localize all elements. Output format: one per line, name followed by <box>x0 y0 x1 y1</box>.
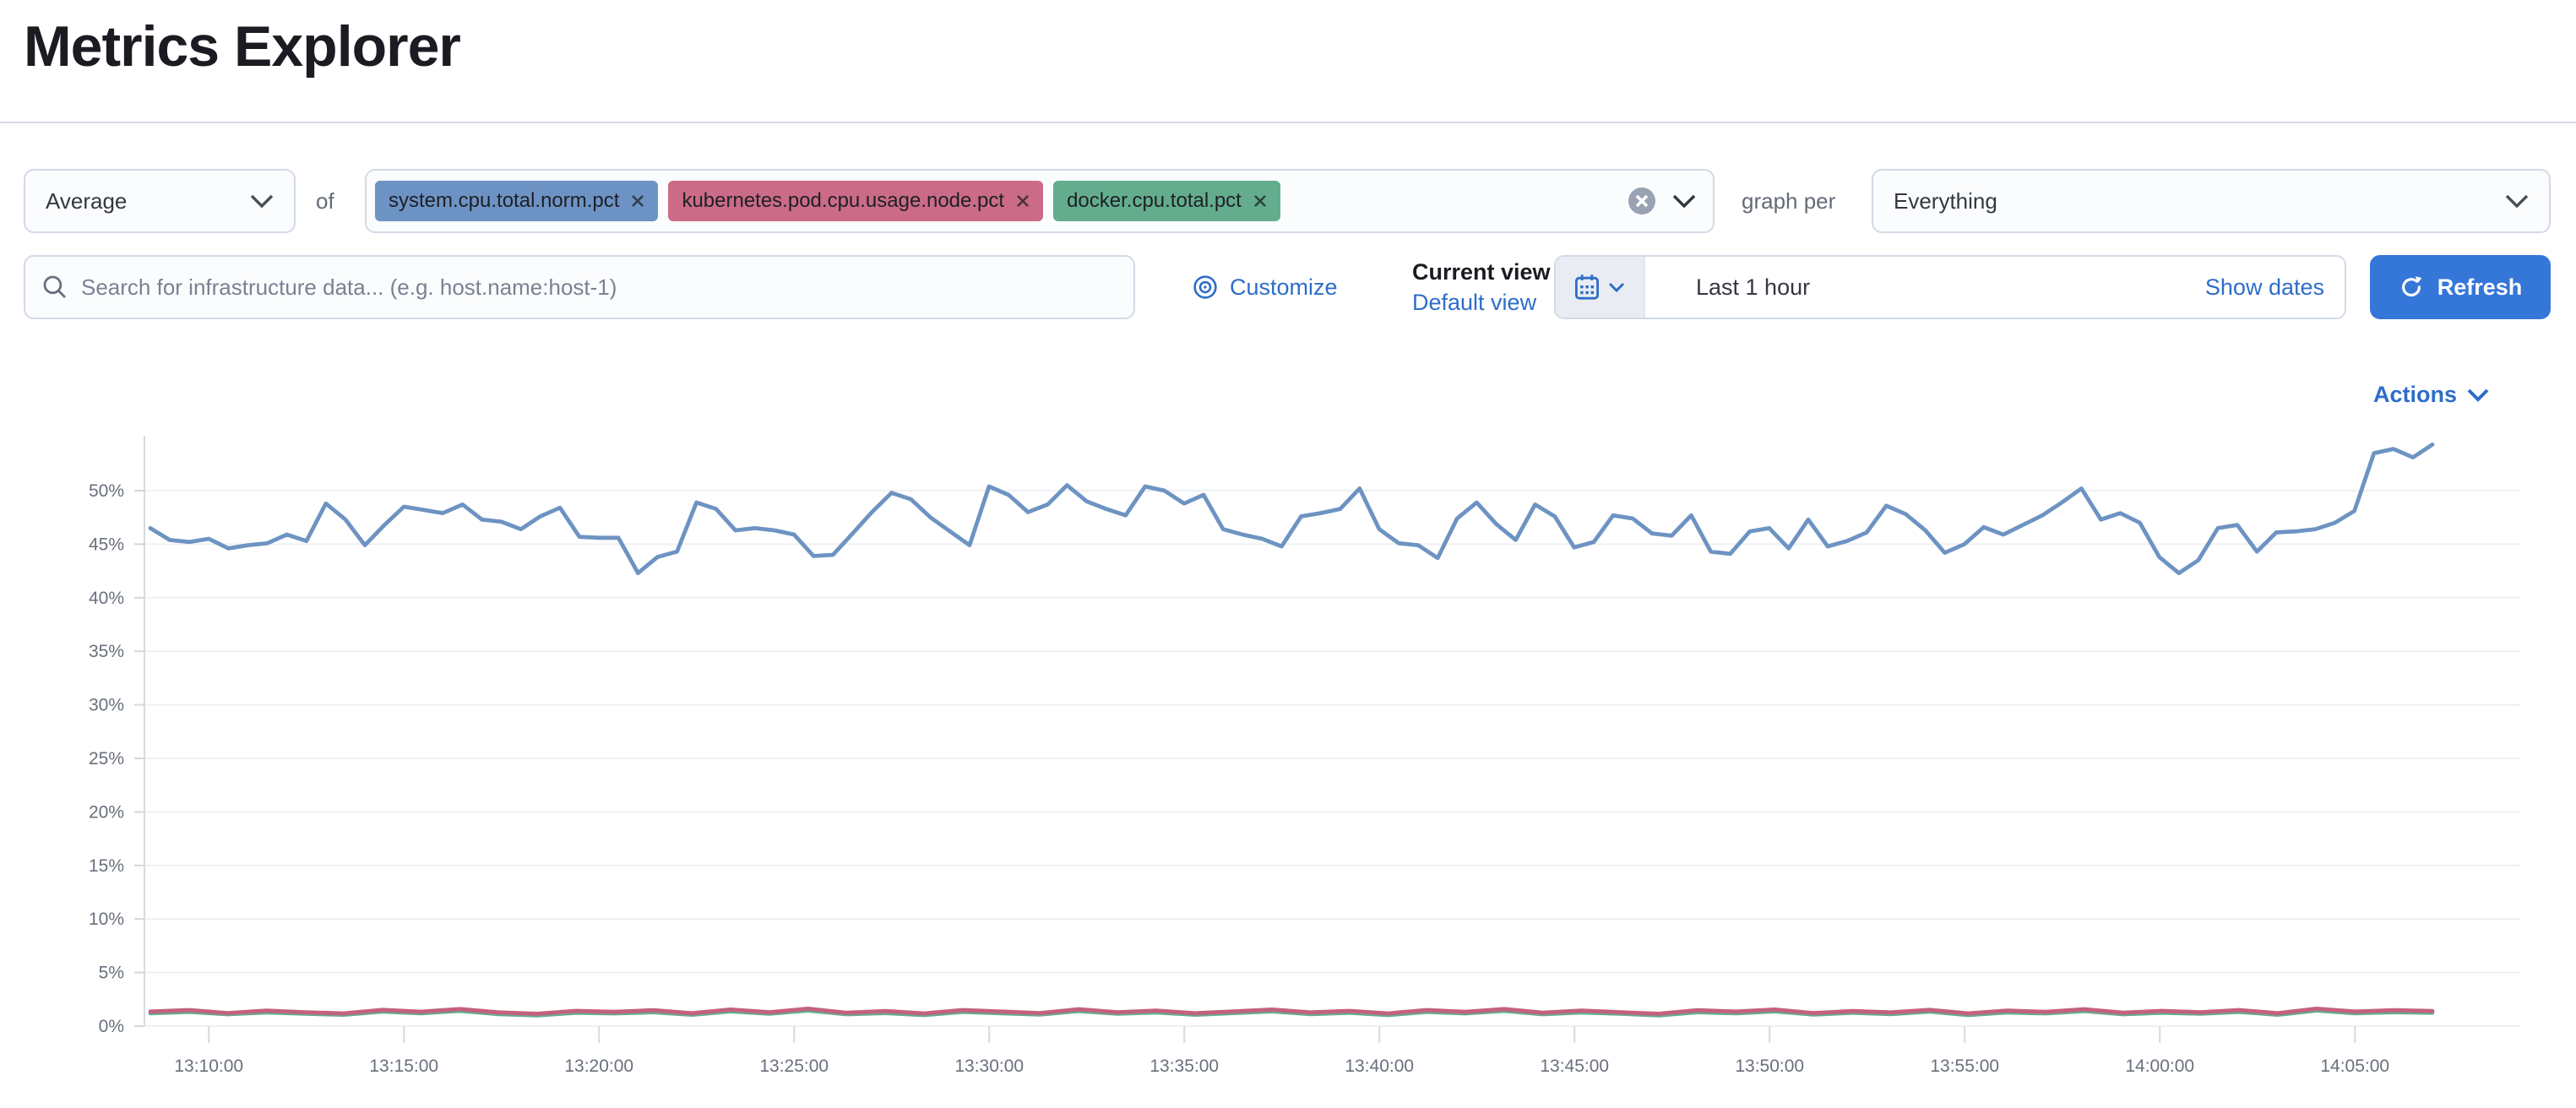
chevron-down-icon <box>2467 388 2489 402</box>
header-divider <box>0 122 2576 123</box>
search-input[interactable] <box>81 274 1117 301</box>
y-axis-tick-label: 20% <box>89 802 124 822</box>
customize-button[interactable]: Customize <box>1193 255 1338 319</box>
group-by-value: Everything <box>1894 187 1997 214</box>
time-range-value[interactable]: Last 1 hour <box>1696 274 1811 300</box>
graph-per-label: graph per <box>1742 188 1836 214</box>
y-axis-tick-label: 30% <box>89 696 124 715</box>
remove-metric-icon[interactable] <box>631 194 644 208</box>
aggregation-select[interactable]: Average <box>24 169 296 233</box>
x-axis-tick-label: 13:20:00 <box>564 1056 633 1076</box>
default-view-link[interactable]: Default view <box>1412 290 1537 315</box>
chevron-down-icon <box>2505 194 2529 208</box>
x-axis-tick-label: 13:35:00 <box>1149 1056 1219 1076</box>
show-dates-button[interactable]: Show dates <box>2204 274 2324 300</box>
remove-metric-icon[interactable] <box>1253 194 1267 208</box>
metric-tag-label: kubernetes.pod.cpu.usage.node.pct <box>682 189 1005 212</box>
x-axis-tick-label: 13:40:00 <box>1345 1056 1414 1076</box>
chevron-down-icon <box>1608 282 1625 292</box>
y-axis-tick-label: 35% <box>89 642 124 661</box>
refresh-button[interactable]: Refresh <box>2370 255 2551 319</box>
x-axis-tick-label: 13:45:00 <box>1540 1056 1609 1076</box>
date-picker: Last 1 hour Show dates <box>1554 255 2346 319</box>
x-axis-tick-label: 13:30:00 <box>954 1056 1024 1076</box>
view-switcher: Current view Default view <box>1412 257 1598 318</box>
y-axis-tick-label: 10% <box>89 910 124 929</box>
refresh-icon <box>2401 276 2422 297</box>
refresh-label: Refresh <box>2437 274 2523 300</box>
y-axis-tick-label: 25% <box>89 749 124 769</box>
clear-all-metrics-button[interactable] <box>1628 187 1655 215</box>
metrics-timeseries-chart[interactable]: 0% 5% 10% 15% 20% 25% 30% 35% 40% 45% 50% 13:10:00 1… <box>0 419 2576 1103</box>
metrics-combo-box[interactable]: system.cpu.total.norm.pct kubernetes.pod… <box>365 169 1715 233</box>
x-axis-tick-label: 13:50:00 <box>1735 1056 1804 1076</box>
x-axis-tick-label: 13:55:00 <box>1930 1056 1999 1076</box>
y-axis-tick-label: 15% <box>89 856 124 876</box>
actions-menu-button[interactable]: Actions <box>2373 382 2489 408</box>
aggregation-value: Average <box>46 187 128 214</box>
of-label: of <box>316 188 334 214</box>
metric-tag-label: system.cpu.total.norm.pct <box>389 189 620 212</box>
page-title: Metrics Explorer <box>24 14 461 79</box>
current-view-label: Current view <box>1412 259 1551 285</box>
customize-label: Customize <box>1230 274 1338 300</box>
y-axis-tick-label: 50% <box>89 481 124 501</box>
metric-tag-system-cpu[interactable]: system.cpu.total.norm.pct <box>375 181 659 221</box>
x-axis-tick-label: 13:10:00 <box>174 1056 243 1076</box>
quick-select-button[interactable] <box>1556 257 1645 318</box>
y-axis-tick-label: 0% <box>99 1017 124 1036</box>
x-axis-tick-label: 13:25:00 <box>759 1056 829 1076</box>
search-box <box>24 255 1135 319</box>
chevron-down-icon[interactable] <box>1672 194 1696 208</box>
customize-bullseye-icon <box>1193 275 1217 299</box>
calendar-icon <box>1575 274 1600 300</box>
metric-tag-label: docker.cpu.total.pct <box>1067 189 1242 212</box>
x-axis-tick-label: 13:15:00 <box>369 1056 438 1076</box>
y-axis-tick-label: 40% <box>89 589 124 608</box>
metric-tag-docker-cpu[interactable]: docker.cpu.total.pct <box>1053 181 1280 221</box>
y-axis-tick-label: 5% <box>99 964 124 983</box>
series-line-kubernetes.pod.cpu.usage.node.pct <box>148 1007 2435 1016</box>
chevron-down-icon <box>250 194 274 208</box>
remove-metric-icon[interactable] <box>1016 194 1030 208</box>
series-line-system.cpu.total.norm.pct <box>148 442 2435 576</box>
x-axis-tick-label: 14:00:00 <box>2125 1056 2194 1076</box>
search-icon <box>43 275 66 298</box>
group-by-select[interactable]: Everything <box>1872 169 2551 233</box>
y-axis-tick-label: 45% <box>89 535 124 554</box>
clear-x-icon <box>1635 194 1649 208</box>
x-axis-tick-label: 14:05:00 <box>2320 1056 2389 1076</box>
metric-tag-kubernetes-pod-cpu[interactable]: kubernetes.pod.cpu.usage.node.pct <box>668 181 1044 221</box>
actions-label: Actions <box>2373 382 2458 407</box>
